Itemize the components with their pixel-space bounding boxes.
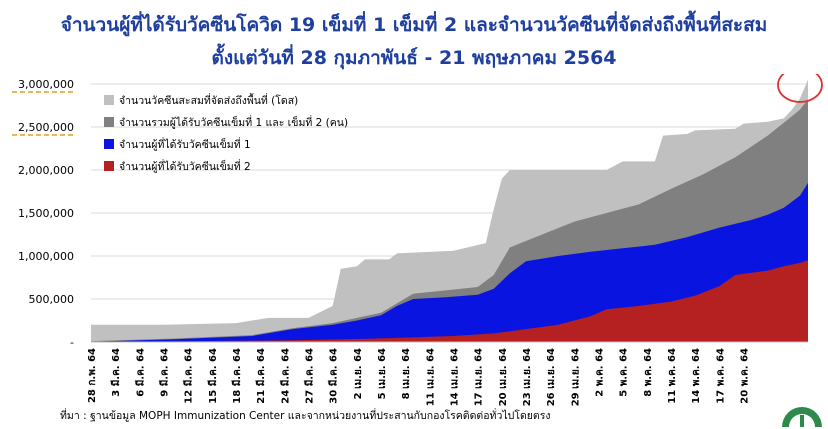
x-tick-label: 26 เม.ย. 64 bbox=[546, 348, 557, 406]
y-tick-label: 500,000 bbox=[29, 293, 75, 306]
series-area bbox=[91, 182, 808, 342]
x-tick-label: 28 ก.พ. 64 bbox=[87, 348, 98, 403]
x-tick-label: 5 พ.ค. 64 bbox=[619, 348, 630, 397]
x-tick-label: 8 พ.ค. 64 bbox=[643, 348, 654, 397]
vaccine-area-chart: - 500,000 1,000,000 1,500,000 2,000,000 2,500… bbox=[12, 74, 823, 406]
x-tick-label: 30 มี.ค. 64 bbox=[328, 348, 340, 404]
x-tick-label: 14 พ.ค. 64 bbox=[691, 348, 702, 404]
data-source-note: ที่มา : ฐานข้อมูล MOPH Immunization Cent… bbox=[60, 410, 551, 422]
series-area bbox=[91, 260, 808, 342]
x-tick-label: 5 เม.ย. 64 bbox=[377, 348, 388, 399]
x-tick-label: 2 พ.ค. 64 bbox=[595, 348, 606, 397]
x-tick-label: 2 เม.ย. 64 bbox=[353, 348, 364, 399]
x-tick-label: 17 พ.ค. 64 bbox=[715, 348, 726, 404]
x-tick-label: 20 เม.ย. 64 bbox=[498, 348, 509, 406]
x-tick-label: 21 มี.ค. 64 bbox=[255, 348, 267, 404]
x-tick-label: 9 มี.ค. 64 bbox=[159, 348, 171, 397]
y-tick-label: 3,000,000 bbox=[18, 78, 74, 91]
moph-logo-icon bbox=[782, 407, 822, 427]
x-tick-label: 17 เม.ย. 64 bbox=[474, 348, 485, 406]
legend-label: จำนวนผู้ที่ได้รับวัคซีนเข็มที่ 2 bbox=[119, 159, 251, 173]
legend-swatch bbox=[104, 139, 114, 149]
x-tick-label: 14 เม.ย. 64 bbox=[450, 348, 461, 406]
x-tick-label: 20 พ.ค. 64 bbox=[740, 348, 751, 404]
x-tick-label: 12 มี.ค. 64 bbox=[183, 348, 195, 404]
x-tick-label: 15 มี.ค. 64 bbox=[207, 348, 219, 404]
y-tick-label: 1,000,000 bbox=[18, 250, 74, 263]
y-tick-label: 2,000,000 bbox=[18, 164, 74, 177]
x-tick-label: 27 มี.ค. 64 bbox=[304, 348, 316, 404]
x-tick-label: 11 พ.ค. 64 bbox=[667, 348, 678, 404]
x-tick-label: 6 มี.ค. 64 bbox=[134, 348, 146, 397]
legend-swatch bbox=[104, 117, 114, 127]
legend-label: จำนวนรวมผู้ได้รับวัคซีนเข็มที่ 1 และ เข็… bbox=[119, 115, 348, 129]
legend-swatch bbox=[104, 95, 114, 105]
y-tick-label: 1,500,000 bbox=[18, 207, 74, 220]
x-tick-label: 11 เม.ย. 64 bbox=[425, 348, 436, 406]
legend-label: จำนวนวัคซีนสะสมที่จัดส่งถึงพื้นที่ (โดส) bbox=[119, 93, 298, 107]
chart-title-line-2: ตั้งแต่วันที่ 28 กุมภาพันธ์ - 21 พฤษภาคม… bbox=[211, 47, 617, 69]
x-tick-label: 18 มี.ค. 64 bbox=[231, 348, 243, 404]
chart-title-line-1: จำนวนผู้ที่ได้รับวัคซีนโควิด 19 เข็มที่ … bbox=[60, 14, 768, 36]
y-tick-label: 2,500,000 bbox=[18, 121, 74, 134]
legend-swatch bbox=[104, 161, 114, 171]
x-tick-label: 24 มี.ค. 64 bbox=[279, 348, 291, 404]
highlight-circle bbox=[777, 74, 823, 103]
x-tick-label: 8 เม.ย. 64 bbox=[401, 348, 412, 399]
x-tick-label: 23 เม.ย. 64 bbox=[522, 348, 533, 406]
x-tick-label: 29 เม.ย. 64 bbox=[570, 348, 581, 406]
y-tick-label: - bbox=[70, 336, 74, 349]
x-tick-label: 3 มี.ค. 64 bbox=[110, 348, 122, 397]
legend-label: จำนวนผู้ที่ได้รับวัคซีนเข็มที่ 1 bbox=[119, 137, 251, 151]
